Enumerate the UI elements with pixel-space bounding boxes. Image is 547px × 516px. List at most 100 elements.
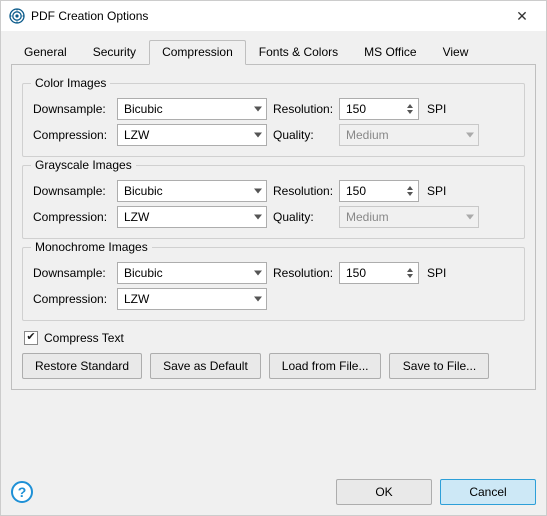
group-grayscale-images: Grayscale Images Downsample: Bicubic Res… (22, 165, 525, 239)
tab-label: Fonts & Colors (259, 45, 338, 59)
dialog-footer: ? OK Cancel (11, 469, 536, 505)
restore-standard-button[interactable]: Restore Standard (22, 353, 142, 379)
unit-spi: SPI (427, 266, 446, 280)
window-title: PDF Creation Options (31, 9, 502, 23)
tab-ms-office[interactable]: MS Office (351, 40, 429, 65)
checkbox-compress-text-row: ✔ Compress Text (24, 331, 523, 345)
combo-mono-downsample[interactable]: Bicubic (117, 262, 267, 284)
titlebar: PDF Creation Options ✕ (1, 1, 546, 31)
save-as-default-button[interactable]: Save as Default (150, 353, 261, 379)
label-compression: Compression: (33, 128, 111, 142)
tab-label: View (443, 45, 469, 59)
button-label: Save to File... (403, 359, 476, 373)
combo-mono-compression[interactable]: LZW (117, 288, 267, 310)
tab-fonts-colors[interactable]: Fonts & Colors (246, 40, 351, 65)
combo-gray-compression[interactable]: LZW (117, 206, 267, 228)
ok-button[interactable]: OK (336, 479, 432, 505)
tabpage-compression: Color Images Downsample: Bicubic Resolut… (11, 65, 536, 390)
combo-value: LZW (124, 128, 149, 142)
combo-gray-quality: Medium (339, 206, 479, 228)
help-icon: ? (18, 484, 27, 500)
checkmark-icon: ✔ (26, 332, 35, 343)
combo-value: Medium (346, 128, 389, 142)
help-button[interactable]: ? (11, 481, 33, 503)
combo-value: LZW (124, 210, 149, 224)
chevron-down-icon (254, 271, 262, 276)
tab-label: Compression (162, 45, 233, 59)
cancel-button[interactable]: Cancel (440, 479, 536, 505)
close-button[interactable]: ✕ (502, 2, 542, 30)
label-resolution: Resolution: (273, 184, 333, 198)
tab-compression[interactable]: Compression (149, 40, 246, 65)
label-resolution: Resolution: (273, 102, 333, 116)
label-quality: Quality: (273, 210, 333, 224)
app-icon (9, 8, 25, 24)
button-label: Cancel (469, 485, 506, 499)
combo-color-compression[interactable]: LZW (117, 124, 267, 146)
combo-value: LZW (124, 292, 149, 306)
button-bar: Restore Standard Save as Default Load fr… (22, 353, 525, 379)
button-label: Restore Standard (35, 359, 129, 373)
spinner-mono-resolution[interactable]: 150 (339, 262, 419, 284)
combo-color-quality: Medium (339, 124, 479, 146)
tab-security[interactable]: Security (80, 40, 149, 65)
button-label: Load from File... (282, 359, 369, 373)
unit-spi: SPI (427, 184, 446, 198)
group-title: Monochrome Images (31, 240, 152, 254)
tabstrip: General Security Compression Fonts & Col… (11, 39, 536, 65)
button-label: OK (375, 485, 392, 499)
label-quality: Quality: (273, 128, 333, 142)
group-monochrome-images: Monochrome Images Downsample: Bicubic Re… (22, 247, 525, 321)
label-downsample: Downsample: (33, 102, 111, 116)
button-label: Save as Default (163, 359, 248, 373)
chevron-down-icon (254, 133, 262, 138)
combo-value: Bicubic (124, 102, 163, 116)
client-area: General Security Compression Fonts & Col… (1, 31, 546, 515)
group-title: Grayscale Images (31, 158, 136, 172)
dialog-window: PDF Creation Options ✕ General Security … (0, 0, 547, 516)
chevron-down-icon (254, 297, 262, 302)
spinner-buttons[interactable] (404, 182, 416, 200)
label-downsample: Downsample: (33, 266, 111, 280)
label-resolution: Resolution: (273, 266, 333, 280)
combo-color-downsample[interactable]: Bicubic (117, 98, 267, 120)
row-mono-compression: Compression: LZW (33, 288, 514, 310)
spinner-gray-resolution[interactable]: 150 (339, 180, 419, 202)
spinner-buttons[interactable] (404, 100, 416, 118)
spinner-value: 150 (346, 184, 366, 198)
checkbox-label: Compress Text (44, 331, 124, 345)
chevron-down-icon (466, 215, 474, 220)
checkbox-compress-text[interactable]: ✔ (24, 331, 38, 345)
chevron-down-icon (254, 107, 262, 112)
close-icon: ✕ (516, 8, 528, 25)
combo-value: Medium (346, 210, 389, 224)
spinner-color-resolution[interactable]: 150 (339, 98, 419, 120)
tab-general[interactable]: General (11, 40, 80, 65)
combo-gray-downsample[interactable]: Bicubic (117, 180, 267, 202)
tab-label: General (24, 45, 67, 59)
label-compression: Compression: (33, 210, 111, 224)
row-gray-downsample: Downsample: Bicubic Resolution: 150 SPI (33, 180, 514, 202)
spinner-value: 150 (346, 266, 366, 280)
tab-view[interactable]: View (430, 40, 482, 65)
chevron-down-icon (254, 189, 262, 194)
label-downsample: Downsample: (33, 184, 111, 198)
combo-value: Bicubic (124, 266, 163, 280)
row-gray-compression: Compression: LZW Quality: Medium (33, 206, 514, 228)
row-color-compression: Compression: LZW Quality: Medium (33, 124, 514, 146)
chevron-down-icon (254, 215, 262, 220)
tab-label: Security (93, 45, 136, 59)
tab-label: MS Office (364, 45, 416, 59)
label-compression: Compression: (33, 292, 111, 306)
load-from-file-button[interactable]: Load from File... (269, 353, 382, 379)
unit-spi: SPI (427, 102, 446, 116)
spinner-value: 150 (346, 102, 366, 116)
group-title: Color Images (31, 76, 110, 90)
row-color-downsample: Downsample: Bicubic Resolution: 150 SPI (33, 98, 514, 120)
group-color-images: Color Images Downsample: Bicubic Resolut… (22, 83, 525, 157)
save-to-file-button[interactable]: Save to File... (389, 353, 489, 379)
combo-value: Bicubic (124, 184, 163, 198)
spinner-buttons[interactable] (404, 264, 416, 282)
row-mono-downsample: Downsample: Bicubic Resolution: 150 SPI (33, 262, 514, 284)
chevron-down-icon (466, 133, 474, 138)
